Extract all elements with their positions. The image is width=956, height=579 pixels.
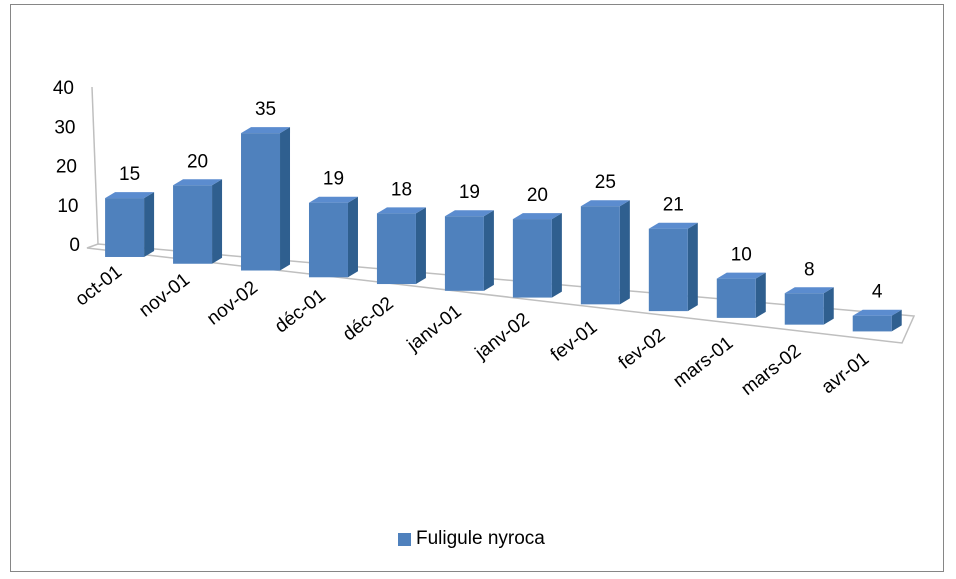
data-label: 10 (731, 245, 752, 266)
bar-top-face (512, 213, 562, 220)
floor-plane (86, 243, 916, 344)
x-tick-label: déc-01 (271, 285, 330, 337)
x-tick-label: fev-01 (547, 317, 602, 366)
y-axis-ticks: 0 10 20 30 40 (53, 78, 80, 256)
bar-side-face (687, 222, 698, 312)
x-tick-label: fev-02 (615, 325, 670, 374)
bar (648, 222, 698, 312)
bar (173, 179, 223, 264)
bar-side-face (415, 207, 426, 285)
bar (444, 210, 494, 291)
bar-front-face (444, 216, 484, 291)
bar-front-face (173, 185, 213, 264)
bar-front-face (580, 206, 620, 305)
legend-label: Fuligule nyroca (416, 528, 545, 549)
data-label: 25 (595, 172, 616, 193)
bar-side-face (823, 287, 834, 325)
bar-front-face (308, 202, 348, 278)
x-tick-label: mars-02 (737, 341, 805, 400)
data-label: 35 (255, 99, 276, 120)
bar-side-face (891, 309, 902, 332)
bar (580, 200, 630, 305)
x-tick-label: nov-01 (135, 269, 194, 321)
bar (512, 213, 562, 298)
bar (784, 287, 834, 325)
data-label: 8 (804, 259, 815, 280)
bar-front-face (648, 228, 688, 312)
x-tick-label: déc-02 (339, 293, 398, 345)
bar-front-face (512, 219, 552, 298)
x-tick-label: nov-02 (203, 277, 262, 329)
data-label: 19 (459, 182, 480, 203)
bar-top-face (105, 192, 155, 199)
bar-front-face (376, 213, 416, 285)
data-label: 20 (187, 151, 208, 172)
data-label: 4 (872, 282, 883, 303)
bar-top-face (173, 179, 223, 186)
bar-side-face (280, 127, 291, 271)
bar-front-face (241, 133, 281, 271)
data-label: 18 (391, 179, 412, 200)
bar-top-face (852, 309, 902, 316)
bar-top-face (580, 200, 630, 207)
bar-side-face (347, 196, 358, 278)
data-label: 15 (119, 164, 140, 185)
y-tick-label: 30 (54, 117, 75, 138)
bar-front-face (105, 198, 145, 257)
y-tick-label: 0 (69, 235, 80, 256)
x-tick-label: oct-01 (71, 261, 126, 310)
bar-top-face (376, 207, 426, 214)
x-tick-label: avr-01 (818, 348, 873, 398)
x-tick-label: janv-02 (471, 309, 534, 365)
x-tick-label: mars-01 (669, 333, 737, 392)
bar (241, 127, 291, 271)
bar (105, 192, 155, 257)
bar (376, 207, 426, 285)
legend: Fuligule nyroca (398, 528, 545, 550)
bar (308, 196, 358, 278)
y-axis-line (91, 86, 99, 245)
bar-top-face (716, 272, 766, 279)
bar-front-face (784, 293, 824, 325)
y-tick-label: 10 (57, 196, 78, 217)
bar-front-face (852, 315, 892, 332)
bar-top-face (241, 127, 291, 134)
bar-side-face (619, 200, 630, 305)
bar-side-face (755, 272, 766, 318)
data-label: 20 (527, 185, 548, 206)
data-label: 19 (323, 169, 344, 190)
legend-swatch (398, 532, 411, 546)
bar (852, 309, 902, 332)
bar-top-face (648, 222, 698, 229)
bar-top-face (444, 210, 494, 217)
x-tick-label: janv-01 (403, 301, 466, 357)
bar (716, 272, 766, 318)
data-labels: 15 20 35 19 18 19 20 25 21 10 8 4 (119, 99, 883, 303)
bar-side-face (144, 192, 155, 257)
bar-side-face (483, 210, 494, 291)
bar-top-face (784, 287, 834, 294)
y-tick-label: 20 (56, 157, 77, 178)
axes (86, 86, 916, 344)
bar-front-face (716, 278, 756, 318)
bar-top-face (308, 196, 358, 203)
data-label: 21 (663, 195, 684, 216)
bar-side-face (551, 213, 562, 298)
bar-side-face (212, 179, 223, 264)
bars (105, 127, 902, 332)
y-tick-label: 40 (53, 78, 74, 99)
